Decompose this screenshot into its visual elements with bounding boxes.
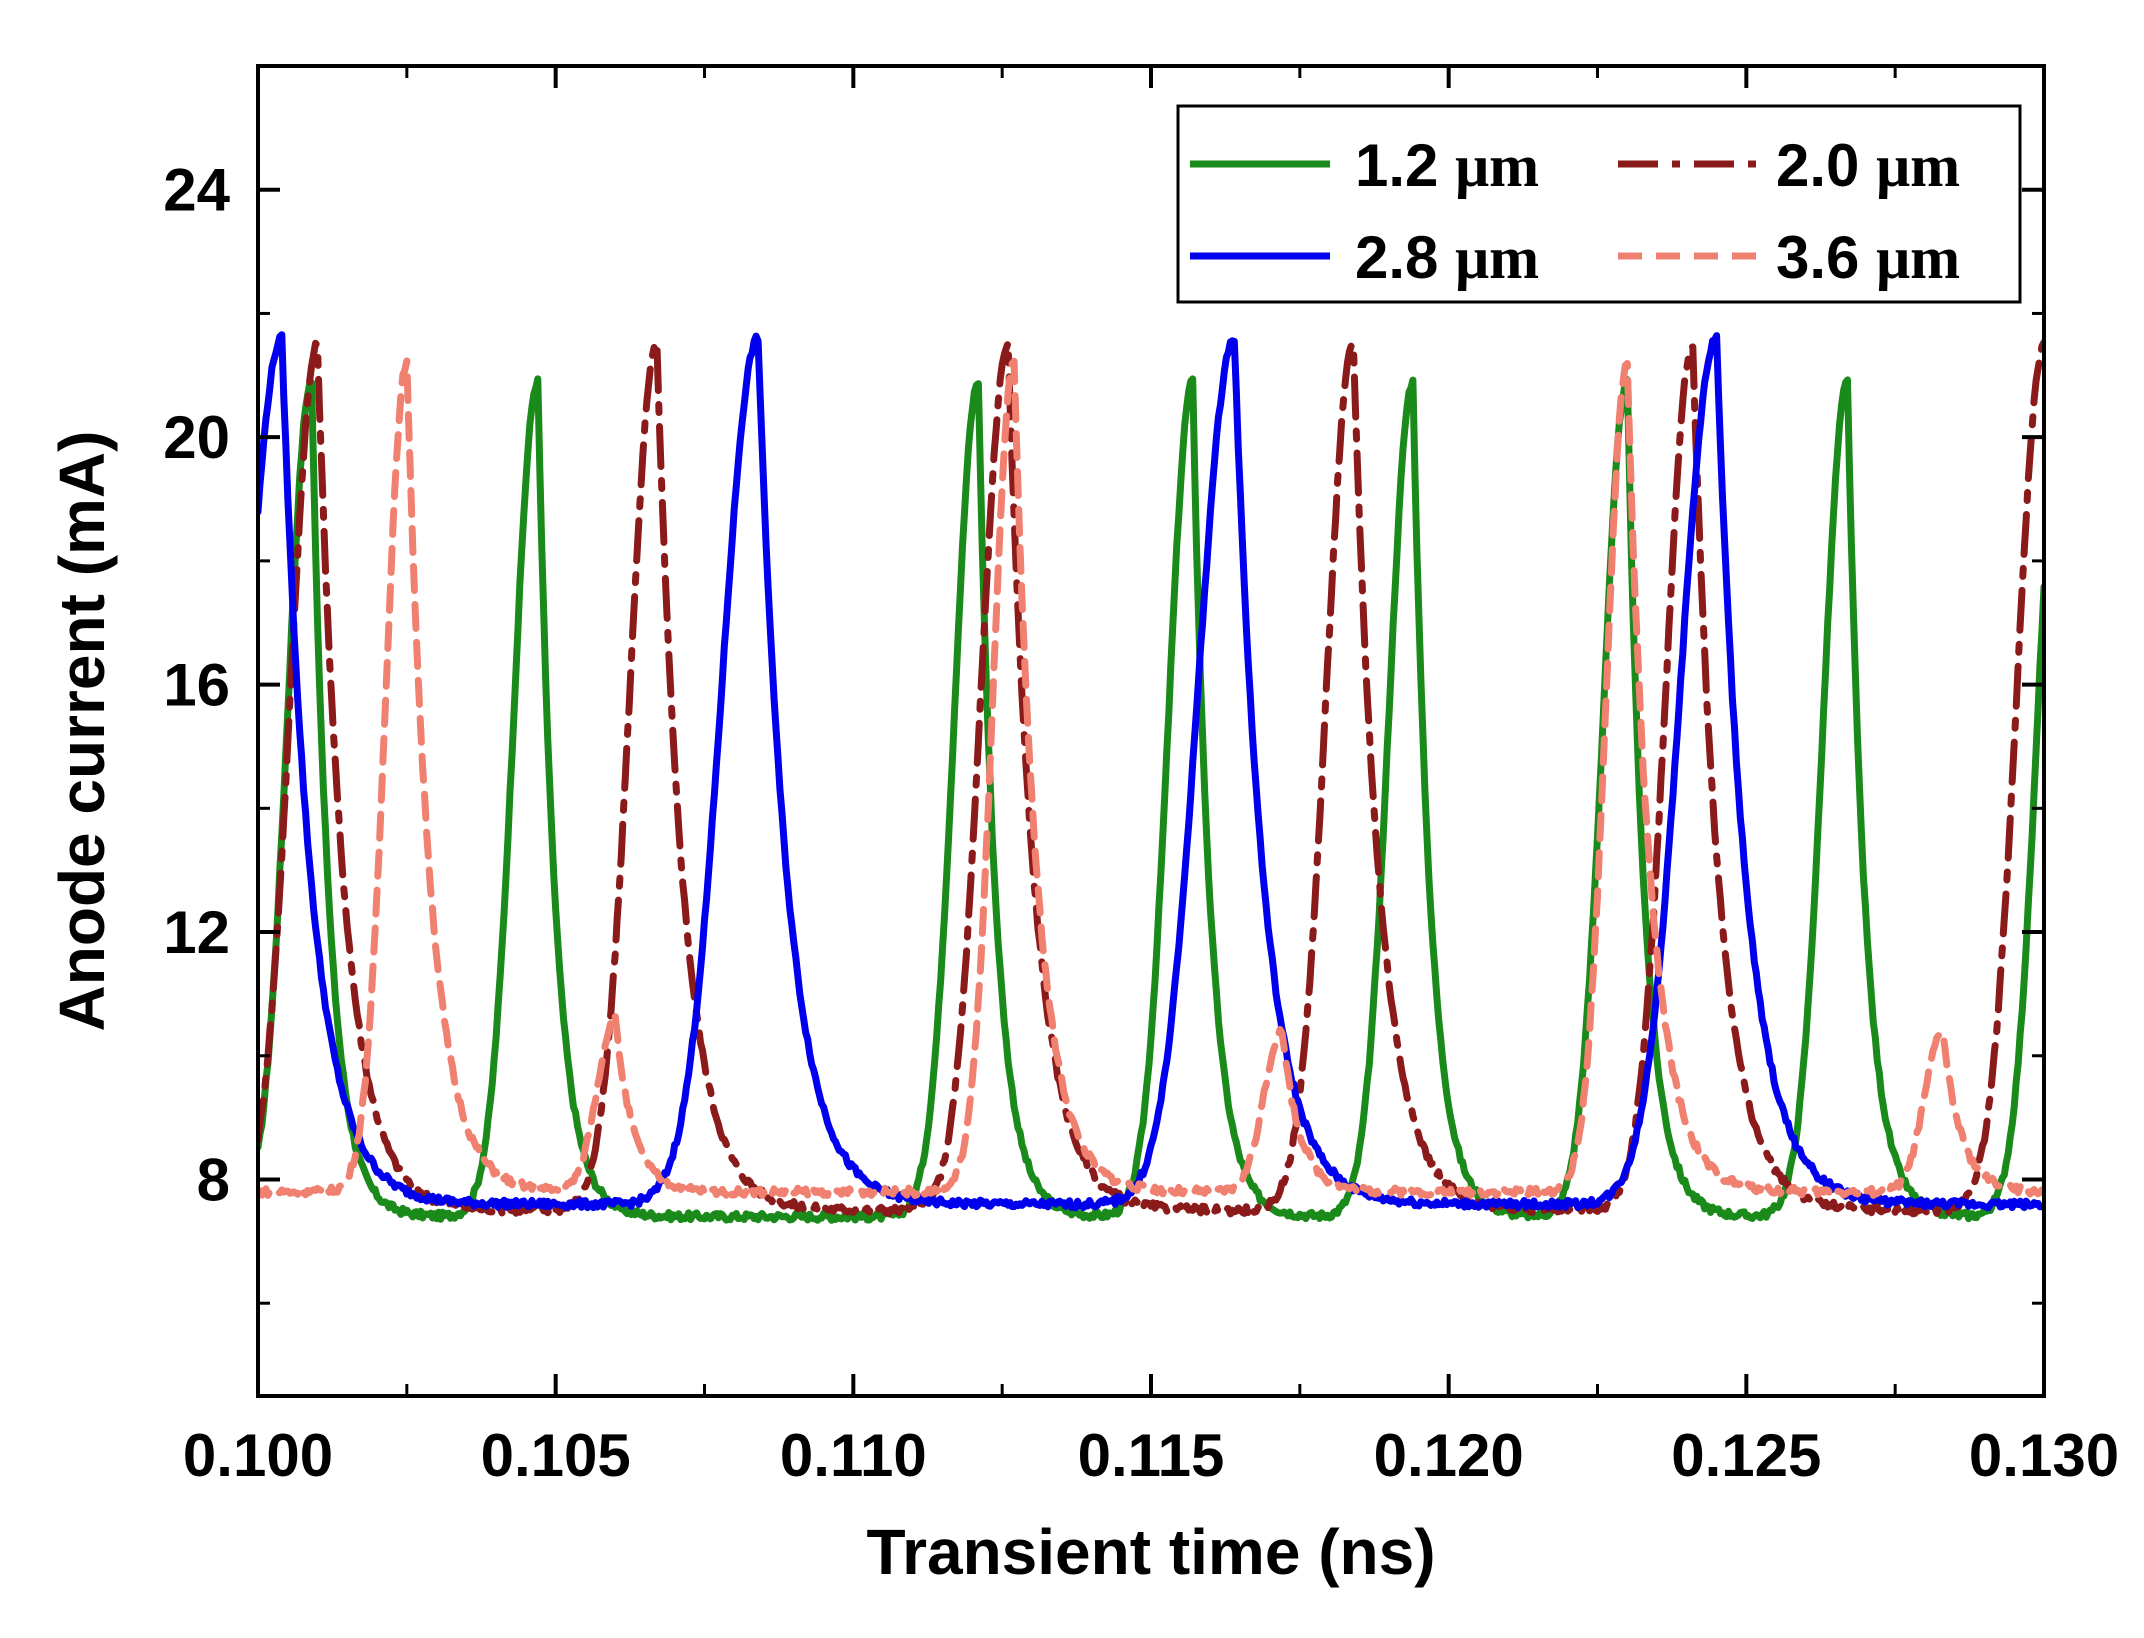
- x-tick-label: 0.110: [780, 1422, 927, 1489]
- series-line-2-0: [258, 338, 2044, 1218]
- series-line-1-2: [258, 375, 2044, 1224]
- legend-label: 2.8 μm: [1355, 224, 1539, 291]
- x-tick-label: 0.105: [481, 1422, 631, 1489]
- y-tick-label: 12: [163, 899, 230, 966]
- y-tick-label: 8: [197, 1146, 230, 1213]
- legend-label: 1.2 μm: [1355, 132, 1539, 199]
- x-tick-label: 0.130: [1969, 1422, 2119, 1489]
- x-tick-label: 0.115: [1078, 1422, 1225, 1489]
- y-tick-label: 24: [163, 157, 230, 224]
- y-tick-label: 16: [163, 652, 230, 719]
- legend-label: 2.0 μm: [1776, 132, 1960, 199]
- series-layer: [258, 331, 2044, 1224]
- x-tick-label: 0.100: [183, 1422, 333, 1489]
- y-tick-label: 20: [163, 404, 230, 471]
- series-line-2-8: [258, 331, 2044, 1212]
- y-axis-title: Anode current (mA): [46, 431, 118, 1032]
- legend-box: [1176, 104, 2022, 304]
- x-axis-title: Transient time (ns): [867, 1516, 1436, 1588]
- legend: 1.2 μm 2.0 μm 2.8 μm 3.6 μm: [1176, 104, 2022, 304]
- x-tick-label: 0.120: [1374, 1422, 1524, 1489]
- legend-label: 3.6 μm: [1776, 224, 1960, 291]
- x-tick-label: 0.125: [1671, 1422, 1821, 1489]
- ticks-layer: 0.100 0.105 0.110 0.115 0.120 0.125 0.130 8 12 16…: [163, 64, 2119, 1489]
- series-line-3-6: [258, 357, 2044, 1199]
